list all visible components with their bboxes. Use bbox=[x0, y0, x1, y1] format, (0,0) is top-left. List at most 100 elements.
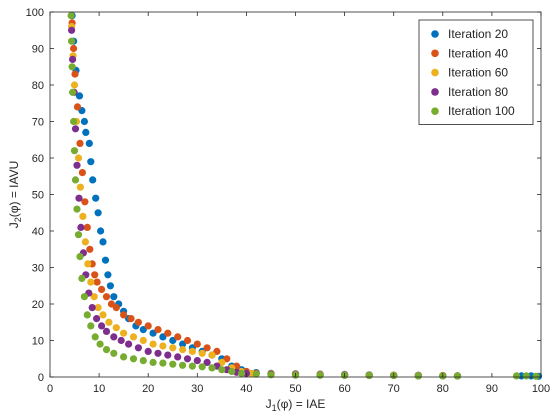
scatter-point bbox=[68, 63, 76, 71]
scatter-point bbox=[69, 55, 77, 64]
scatter-point bbox=[94, 304, 102, 312]
scatter-point bbox=[144, 347, 152, 355]
legend-marker bbox=[431, 30, 439, 38]
scatter-point bbox=[101, 256, 110, 264]
legend-item: Iteration 40 bbox=[431, 46, 508, 60]
legend-item: Iteration 20 bbox=[431, 27, 508, 41]
scatter-point bbox=[86, 245, 94, 253]
scatter-point bbox=[532, 372, 540, 380]
scatter-point bbox=[89, 176, 97, 184]
x-tick-label: 20 bbox=[142, 383, 154, 395]
scatter-point bbox=[87, 322, 95, 330]
scatter-point bbox=[83, 223, 91, 231]
scatter-point bbox=[75, 194, 83, 202]
scatter-point bbox=[174, 353, 182, 361]
scatter-point bbox=[93, 278, 101, 286]
scatter-point bbox=[71, 70, 79, 78]
y-axis-label: J2(φ) = IAVU bbox=[7, 161, 23, 229]
scatter-point bbox=[81, 238, 89, 246]
scatter-point bbox=[93, 315, 101, 323]
scatter-point bbox=[83, 311, 91, 319]
legend-marker bbox=[431, 49, 439, 58]
scatter-point bbox=[94, 209, 102, 217]
x-axis-label-main: J bbox=[266, 397, 272, 411]
x-tick-label: 40 bbox=[240, 383, 252, 395]
scatter-point bbox=[71, 125, 80, 133]
scatter-point bbox=[208, 351, 216, 359]
scatter-point bbox=[188, 362, 196, 370]
y-tick-label: 0 bbox=[38, 372, 44, 384]
scatter-point bbox=[453, 372, 462, 380]
scatter-point bbox=[193, 340, 201, 348]
scatter-point bbox=[102, 293, 111, 301]
scatter-point bbox=[188, 347, 196, 355]
scatter-point bbox=[183, 355, 192, 363]
scatter-point bbox=[164, 351, 172, 359]
scatter-point bbox=[127, 315, 135, 323]
scatter-point bbox=[208, 364, 216, 372]
scatter-point bbox=[98, 285, 106, 293]
scatter-point bbox=[512, 372, 521, 380]
scatter-point bbox=[174, 333, 182, 341]
scatter-point bbox=[139, 357, 147, 365]
scatter-point bbox=[267, 371, 275, 379]
scatter-point bbox=[117, 336, 125, 345]
scatter-point bbox=[76, 139, 84, 147]
scatter-point bbox=[70, 117, 78, 126]
scatter-point bbox=[149, 358, 157, 366]
x-tick-label: 0 bbox=[47, 383, 53, 395]
scatter-point bbox=[144, 322, 152, 330]
scatter-point bbox=[73, 103, 82, 111]
series-5 bbox=[67, 12, 540, 380]
legend-label: Iteration 80 bbox=[448, 85, 508, 99]
x-axis-label-rest: (φ) = IAE bbox=[277, 397, 326, 411]
y-tick-label: 70 bbox=[32, 117, 44, 129]
scatter-point bbox=[67, 12, 75, 20]
scatter-point bbox=[112, 324, 120, 332]
scatter-point bbox=[70, 147, 79, 155]
scatter-point bbox=[112, 304, 120, 312]
legend-marker bbox=[431, 88, 439, 96]
scatter-point bbox=[223, 355, 231, 363]
legend-marker bbox=[431, 107, 439, 115]
scatter-point bbox=[71, 176, 80, 184]
scatter-point bbox=[104, 271, 112, 279]
scatter-point bbox=[73, 205, 81, 213]
scatter-point bbox=[76, 253, 84, 261]
scatter-point bbox=[75, 92, 84, 100]
legend: Iteration 20 Iteration 40 Iteration 60 Iter… bbox=[418, 19, 534, 125]
scatter-point bbox=[120, 311, 128, 319]
scatter-point bbox=[414, 372, 422, 380]
y-axis-label-rest: (φ) = IAVU bbox=[7, 161, 21, 218]
y-tick-label: 90 bbox=[32, 44, 44, 56]
series-3 bbox=[68, 23, 462, 380]
y-tick-label: 80 bbox=[32, 80, 44, 92]
scatter-point bbox=[213, 347, 221, 355]
scatter-point bbox=[105, 318, 113, 326]
x-tick-label: 100 bbox=[532, 383, 550, 395]
scatter-point bbox=[316, 371, 324, 379]
scatter-point bbox=[228, 367, 236, 376]
scatter-point bbox=[87, 278, 95, 286]
scatter-point bbox=[169, 344, 177, 352]
scatter-point bbox=[106, 282, 114, 290]
scatter-point bbox=[79, 212, 87, 220]
scatter-point bbox=[87, 158, 95, 166]
series-2 bbox=[68, 19, 462, 380]
scatter-point bbox=[159, 359, 167, 367]
scatter-point bbox=[91, 271, 99, 279]
scatter-point bbox=[149, 340, 157, 348]
scatter-point bbox=[73, 161, 81, 169]
scatter-point bbox=[164, 329, 172, 337]
scatter-point bbox=[365, 371, 373, 380]
scatter-point bbox=[159, 333, 167, 341]
scatter-point bbox=[522, 372, 530, 380]
scatter-point bbox=[78, 169, 86, 177]
scatter-point bbox=[169, 360, 177, 368]
scatter-point bbox=[98, 322, 106, 330]
legend-item: Iteration 80 bbox=[431, 85, 508, 99]
scatter-point bbox=[74, 231, 83, 239]
scatter-point bbox=[203, 344, 211, 352]
y-tick-label: 20 bbox=[32, 299, 44, 311]
